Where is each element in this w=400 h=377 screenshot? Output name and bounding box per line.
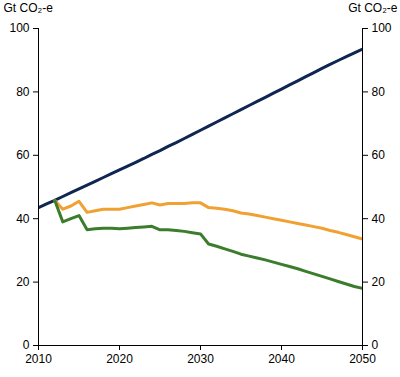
svg-text:100: 100	[9, 21, 29, 35]
svg-text:80: 80	[16, 85, 30, 99]
svg-text:60: 60	[16, 148, 30, 162]
svg-text:Gt CO₂-e: Gt CO₂-e	[348, 1, 398, 15]
svg-text:40: 40	[372, 212, 386, 226]
svg-text:2030: 2030	[187, 352, 214, 366]
svg-text:80: 80	[372, 85, 386, 99]
svg-text:100: 100	[372, 21, 392, 35]
svg-text:2040: 2040	[268, 352, 295, 366]
svg-text:60: 60	[372, 148, 386, 162]
svg-text:Gt CO₂-e: Gt CO₂-e	[4, 1, 54, 15]
svg-text:20: 20	[372, 275, 386, 289]
svg-text:40: 40	[16, 212, 30, 226]
svg-text:2020: 2020	[106, 352, 133, 366]
svg-text:20: 20	[16, 275, 30, 289]
svg-text:2010: 2010	[25, 352, 52, 366]
svg-text:0: 0	[23, 338, 30, 352]
svg-text:2050: 2050	[349, 352, 376, 366]
svg-text:0: 0	[372, 338, 379, 352]
